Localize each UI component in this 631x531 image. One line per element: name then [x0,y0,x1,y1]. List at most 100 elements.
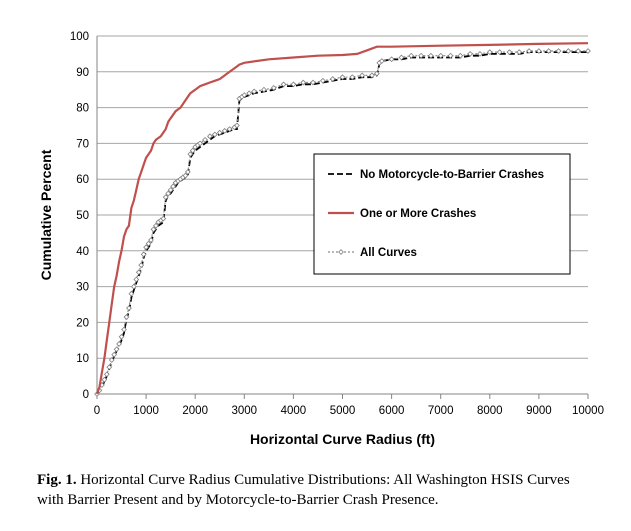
x-axis-title: Horizontal Curve Radius (ft) [250,431,435,447]
data-point [506,49,513,55]
data-point [359,72,366,79]
data-point [575,48,582,54]
data-point [437,52,444,59]
data-point [457,52,464,59]
data-point [121,326,127,333]
data-point [150,226,157,233]
x-tick-label: 7000 [428,405,454,417]
series-2 [94,48,591,397]
data-point [135,269,142,276]
x-tick-label: 10000 [572,405,604,417]
data-point [467,51,474,57]
data-point [329,76,336,82]
y-tick-label: 30 [76,282,89,294]
data-point [545,48,552,54]
data-point [516,49,523,55]
data-point [207,133,213,140]
x-tick-label: 2000 [182,405,208,417]
data-point [118,333,125,340]
data-point [428,52,434,59]
caption-label: Fig. 1. [37,472,77,488]
data-point [251,88,257,95]
data-point [167,187,174,193]
data-point [565,48,572,54]
data-point [374,70,380,77]
data-point [170,183,176,190]
data-point [261,86,267,93]
data-point [103,371,110,378]
data-point [378,58,385,64]
x-tick-label: 9000 [526,405,552,417]
data-point [300,79,307,86]
data-point [246,90,253,97]
data-point [138,262,145,268]
data-point [128,290,135,297]
y-tick-label: 0 [83,389,89,401]
legend-label: One or More Crashes [360,208,476,220]
data-point [130,283,137,290]
data-point [234,122,240,129]
y-tick-labels: 0 10 20 30 40 50 60 70 80 90 100 [70,31,89,401]
data-point [526,48,532,54]
data-point [133,276,140,283]
data-point [182,172,189,179]
data-point [290,81,297,88]
data-point [408,52,415,59]
data-point [585,48,591,54]
y-tick-label: 70 [76,138,89,150]
data-point [447,52,454,59]
y-tick-label: 100 [70,31,89,43]
data-point [160,215,167,222]
data-point [143,244,149,251]
series-lines [94,42,591,397]
legend-label: No Motorcycle-to-Barrier Crashes [360,169,544,181]
y-tick-label: 80 [76,103,89,115]
y-tick-label: 60 [76,174,89,186]
data-point [339,74,346,81]
legend: No Motorcycle-to-Barrier Crashes One or M… [313,153,571,275]
data-point [319,77,326,84]
x-tick-label: 8000 [477,405,503,417]
x-tick-label: 1000 [133,405,159,417]
data-point [477,51,483,57]
data-point [398,54,405,61]
cumulative-distribution-chart: 0 10 20 30 40 50 60 70 80 90 100 0 1000 2000 3000 4000… [38,31,604,447]
data-point [211,131,218,138]
y-tick-label: 20 [76,317,89,329]
y-tick-label: 10 [76,353,89,365]
legend-entry: One or More Crashes [328,208,476,220]
data-point [145,240,152,247]
data-point [270,85,277,91]
caption-text: Horizontal Curve Radius Cumulative Distr… [37,472,570,508]
series-line [95,42,589,395]
series-1 [95,42,589,395]
x-tick-label: 0 [94,405,100,417]
data-point [162,194,169,200]
data-point [101,376,108,383]
data-point [153,222,159,229]
data-point [216,129,223,136]
legend-entry: All Curves [328,247,417,259]
data-point [123,314,130,320]
data-point [369,72,375,79]
x-tick-label: 5000 [330,405,356,417]
data-point [165,190,172,197]
data-point [418,52,424,59]
legend-box [313,153,571,275]
data-point [241,92,248,98]
legend-label: All Curves [360,247,417,259]
data-point [106,364,113,371]
data-point [111,351,118,358]
data-point [140,251,147,258]
data-point [197,140,203,147]
data-point [555,48,562,54]
data-point [126,305,132,311]
data-point [116,341,122,347]
x-tick-labels: 0 1000 2000 3000 4000 5000 6000 7000 8000 9000 100… [94,405,604,417]
y-tick-label: 50 [76,210,89,222]
x-tick-label: 3000 [232,405,258,417]
data-point [189,147,196,154]
data-point [496,49,503,55]
data-point [221,128,228,134]
x-tick-label: 6000 [379,405,405,417]
